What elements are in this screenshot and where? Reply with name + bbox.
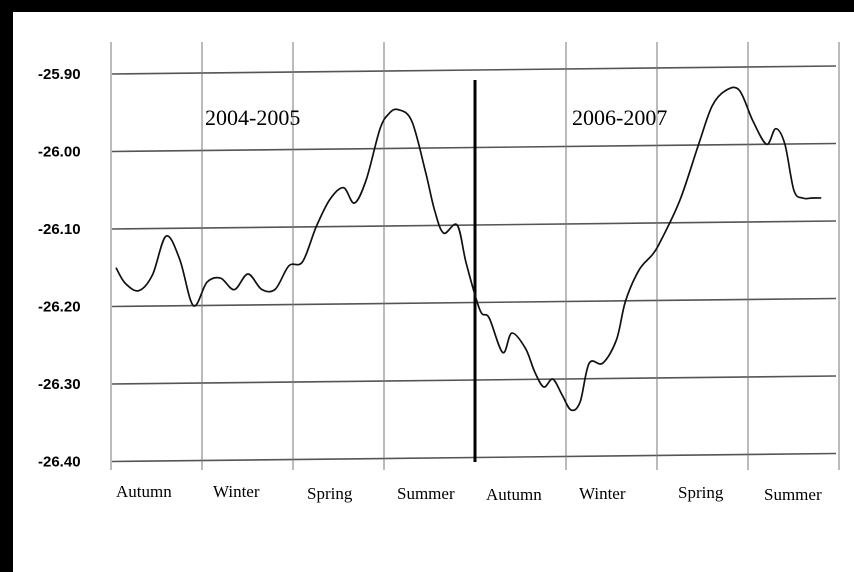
y-tick-label: -26.00 <box>38 144 81 161</box>
x-tick-label: Summer <box>764 485 822 504</box>
x-tick-label: Winter <box>213 482 260 501</box>
h-gridline <box>111 65 837 75</box>
x-tick-label: Autumn <box>116 482 172 501</box>
series-line <box>115 86 822 412</box>
period-label: 2004-2005 <box>205 105 300 130</box>
period-labels: 2004-2005 2006-2007 <box>205 105 667 130</box>
x-tick-label: Winter <box>579 484 626 503</box>
x-tick-label: Spring <box>307 484 353 503</box>
x-tick-label: Autumn <box>486 485 542 504</box>
gridlines <box>110 42 840 470</box>
x-tick-label: Summer <box>397 484 455 503</box>
x-tick-label: Spring <box>678 483 724 502</box>
period-label: 2006-2007 <box>572 105 667 130</box>
x-axis-tick-labels: Autumn Winter Spring Summer Autumn Winter Spri… <box>116 482 822 504</box>
y-tick-label: -26.30 <box>38 376 81 393</box>
y-tick-label: -26.20 <box>38 299 81 316</box>
frame-left-border <box>0 0 13 572</box>
y-tick-label: -26.10 <box>38 221 81 238</box>
y-tick-label: -26.40 <box>38 454 81 471</box>
series-line-path <box>115 86 822 412</box>
frame-top-border <box>0 0 854 12</box>
y-axis-tick-labels: -25.90 -26.00 -26.10 -26.20 -26.30 -26.40 <box>38 66 81 471</box>
y-tick-label: -25.90 <box>38 66 81 83</box>
